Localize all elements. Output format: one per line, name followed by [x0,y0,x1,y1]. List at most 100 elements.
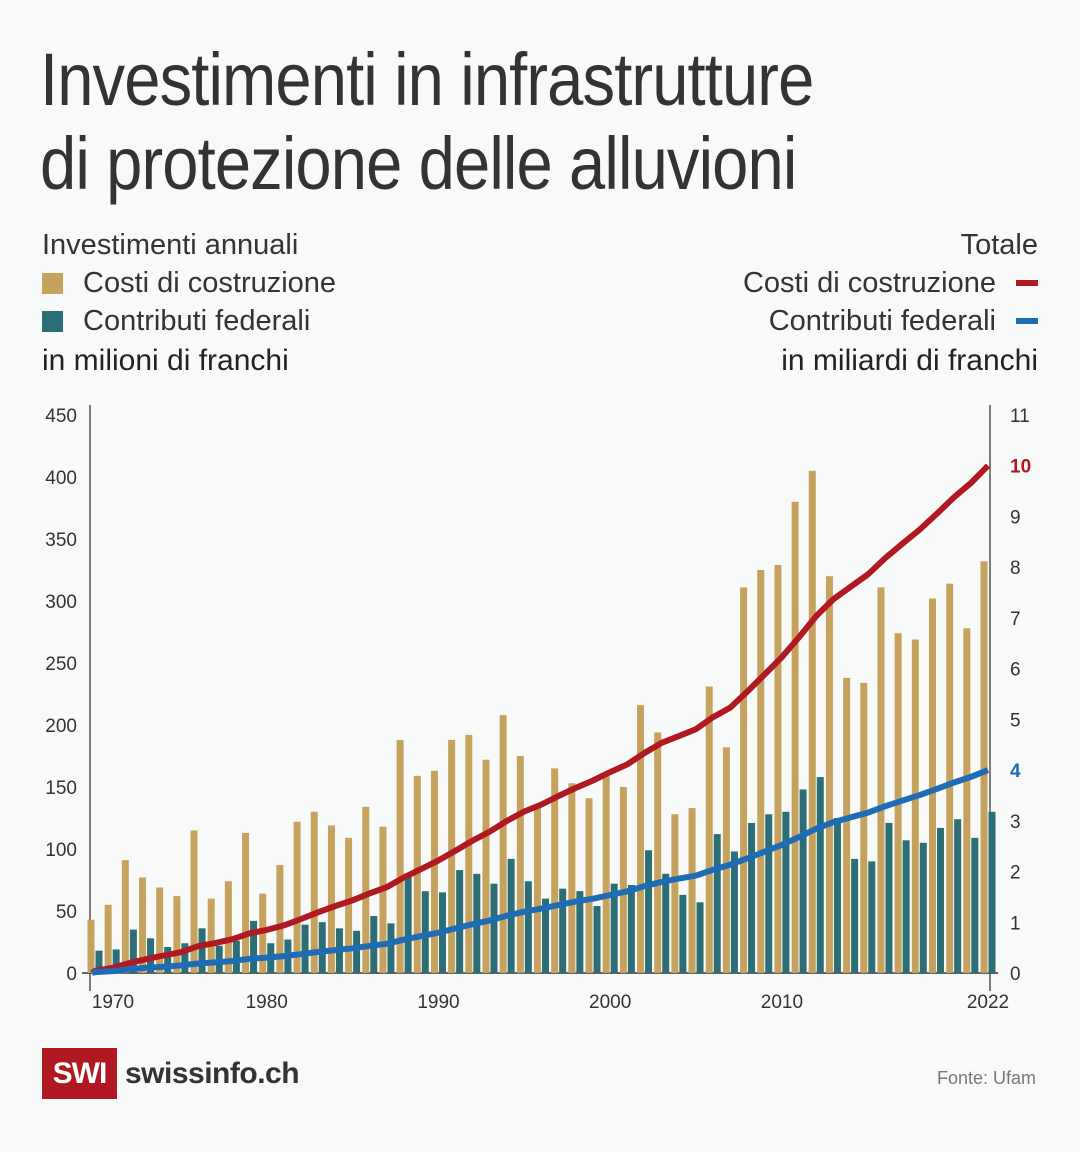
bar-construction-1984 [327,825,335,973]
bar-construction-2000 [602,773,610,973]
bar-construction-2006 [705,686,713,973]
bar-federal-1989 [421,891,429,973]
bar-federal-2015 [868,861,876,973]
bar-federal-2009 [765,814,773,973]
bar-construction-1996 [534,808,541,973]
bar-construction-2007 [722,747,730,973]
y-left-tick-label: 350 [45,530,77,551]
right-axis-unit: in miliardi di franchi [781,344,1038,377]
y-left-tick-label: 0 [66,964,77,985]
x-tick-label: 1980 [246,992,288,1013]
legend-total-heading: Totale [960,229,1038,261]
bar-federal-1997 [559,888,567,973]
bar-federal-2002 [645,850,653,973]
bar-construction-2005 [688,808,696,973]
bar-federal-2012 [816,777,824,973]
bar-construction-2010 [774,565,782,973]
bar-construction-1985 [345,837,353,973]
bar-federal-1982 [301,924,309,973]
y-left-tick-label: 400 [45,468,77,489]
chart-plot: 0 50 100 150 200 250 300 350 400 450 0 1 2 3 4 5 6 7 8 9 10 1… [45,405,1031,1013]
bar-federal-1993 [490,883,498,973]
bar-construction-1973 [139,877,147,973]
y-left-tick-label: 200 [45,716,77,737]
bar-construction-1987 [379,826,387,973]
bar-construction-2011 [791,501,799,973]
bar-federal-1979 [250,920,258,973]
y-right-tick-label: 7 [1010,609,1021,630]
bar-federal-1974 [164,946,172,973]
chart-title: Investimenti in infrastrutture di protez… [40,38,814,206]
bar-construction-1988 [396,739,404,973]
bar-construction-2001 [619,787,627,973]
bar-federal-1995 [524,881,532,973]
y-left-tick-label: 250 [45,654,77,675]
title-line-2: di protezione delle alluvioni [40,122,797,205]
y-right-tick-label: 1 [1010,913,1021,934]
y-right-tick-label: 3 [1010,812,1021,833]
legend-annual: Investimenti annuali Costi di costruzion… [42,226,336,380]
legend-label: Contributi federali [83,305,311,337]
bar-construction-2015 [860,682,868,973]
bar-federal-2021 [971,837,979,973]
bar-construction-1981 [276,865,284,973]
legend-label: Costi di costruzione [83,267,337,299]
legend-item-construction: Costi di costruzione [42,264,336,302]
bar-construction-1982 [293,821,301,973]
construction-line-icon [1016,280,1038,286]
bar-construction-1993 [482,759,490,973]
bar-federal-1987 [387,923,395,973]
bar-federal-2013 [833,818,841,973]
bar-federal-2005 [696,902,704,973]
bar-construction-1974 [156,887,164,973]
bar-federal-2006 [713,834,721,973]
line-total-construction [90,463,991,976]
legend-item-total-federal: Contributi federali [743,302,1038,340]
bar-construction-2018 [911,639,919,973]
y-left-tick-label: 150 [45,778,77,799]
title-line-1: Investimenti in infrastrutture [40,38,814,121]
bar-federal-1972 [129,929,137,973]
y-right-tick-label: 6 [1010,660,1021,681]
y-right-tick-label: 0 [1010,964,1021,985]
bar-construction-1997 [551,768,559,973]
y-right-tick-label: 8 [1010,558,1021,579]
bar-construction-2012 [808,470,816,973]
bar-construction-2003 [654,732,662,973]
y-left-tick-label: 300 [45,592,77,613]
x-tick-label: 1970 [92,992,134,1013]
bar-construction-1983 [310,811,318,973]
bar-federal-1991 [456,870,464,973]
legend-item-federal: Contributi federali [42,302,336,340]
federal-swatch-icon [42,310,63,332]
bar-federal-2020 [954,819,962,973]
y-right-tick-label: 2 [1010,863,1021,884]
bar-federal-2004 [679,894,687,973]
bar-construction-1978 [224,881,232,973]
left-axis-unit: in milioni di franchi [42,344,289,377]
legend-item-total-construction: Costi di costruzione [743,264,1038,302]
bar-construction-1975 [173,896,181,973]
bar-construction-1972 [121,860,129,973]
bar-construction-1991 [448,739,456,973]
y-right-tick-label: 5 [1010,710,1021,731]
bar-construction-1994 [499,715,507,973]
bar-federal-2003 [662,873,670,973]
legend-label: Costi di costruzione [742,267,996,299]
bar-federal-1976 [198,928,206,973]
bar-federal-2008 [748,822,756,973]
y-left-tick-label: 50 [56,902,77,923]
y-right-tick-label: 4 [1010,761,1021,782]
federal-line-icon [1016,318,1038,324]
bar-federal-1996 [542,898,549,973]
swi-logo-icon: SWI [42,1048,117,1099]
bar-construction-1986 [362,806,370,973]
bar-federal-2019 [936,827,944,973]
legend-total: Totale Costi di costruzione Contributi f… [743,226,1038,380]
bar-federal-2014 [851,858,859,973]
bar-federal-2000 [610,883,618,973]
bar-construction-1989 [413,775,421,973]
bar-construction-2002 [637,705,645,973]
bar-federal-1985 [353,930,361,973]
legend-annual-heading: Investimenti annuali [42,229,299,261]
